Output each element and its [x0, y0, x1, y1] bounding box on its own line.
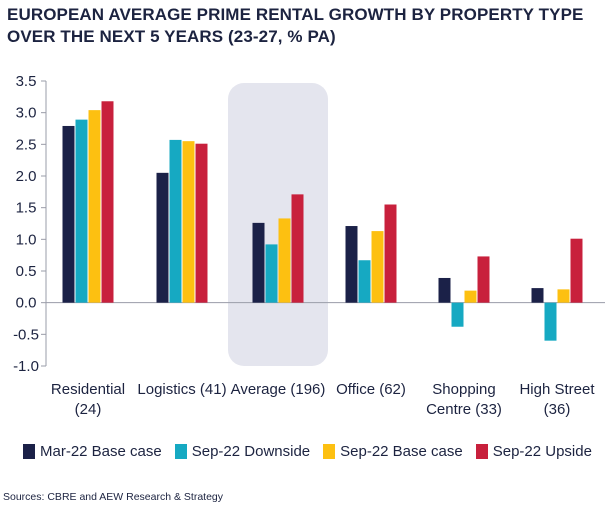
highlight-band	[228, 83, 328, 366]
y-tick-label: 0.5	[16, 263, 37, 280]
bar	[252, 222, 265, 303]
bar	[477, 256, 490, 303]
y-tick-label: 2.5	[16, 136, 37, 153]
bar	[570, 238, 583, 303]
bar	[345, 226, 358, 303]
legend-label-sep22-upside: Sep-22 Upside	[492, 443, 592, 460]
y-tick-label: -0.5	[13, 326, 39, 343]
bar	[358, 260, 371, 303]
bar	[101, 101, 114, 303]
legend-label-sep22-base: Sep-22 Base case	[340, 443, 463, 460]
y-tick-label: -1.0	[13, 358, 39, 375]
chart-title: EUROPEAN AVERAGE PRIME RENTAL GROWTH BY …	[7, 5, 584, 46]
bar	[451, 302, 464, 327]
bar	[371, 231, 384, 303]
x-tick-label: (36)	[544, 401, 571, 418]
y-tick-label: 1.5	[16, 200, 37, 217]
bar	[75, 119, 88, 303]
bar	[156, 172, 169, 303]
y-tick-label: 0.0	[16, 295, 37, 312]
y-tick-label: 2.0	[16, 168, 37, 185]
bar	[182, 141, 195, 303]
bar	[531, 288, 544, 303]
y-tick-label: 1.0	[16, 231, 37, 248]
x-tick-label: Residential	[51, 381, 125, 398]
x-tick-label: Average (196)	[231, 381, 326, 398]
legend-item-mar22-base: Mar-22 Base case	[23, 443, 162, 460]
x-tick-label: High Street	[519, 381, 595, 398]
bar	[544, 302, 557, 341]
bar	[464, 290, 477, 303]
legend-swatch-mar22-base	[23, 444, 35, 459]
legend-label-mar22-base: Mar-22 Base case	[40, 443, 162, 460]
legend-item-sep22-upside: Sep-22 Upside	[475, 443, 592, 460]
x-tick-label: (24)	[75, 401, 102, 418]
x-tick-label: Office (62)	[336, 381, 406, 398]
bar	[195, 143, 208, 303]
bar	[278, 218, 291, 303]
bar	[291, 194, 304, 303]
bar	[265, 244, 278, 303]
legend-item-sep22-downside: Sep-22 Downside	[174, 443, 311, 460]
x-tick-label: Logistics (41)	[137, 381, 226, 398]
legend-swatch-sep22-upside	[475, 444, 488, 459]
y-tick-label: 3.5	[16, 73, 37, 90]
y-tick-label: 3.0	[16, 105, 37, 122]
bar-chart: 3.5 3.0 2.5 2.0 1.5 1.0 0.5 0.0 -0.5 -1.0 Resident…	[13, 73, 605, 418]
source-note: Sources: CBRE and AEW Research & Strateg…	[3, 491, 224, 503]
x-tick-label: Shopping	[432, 381, 495, 398]
x-tick-label: Centre (33)	[426, 401, 502, 418]
bar	[557, 289, 570, 303]
bar	[88, 110, 101, 303]
bar	[384, 204, 397, 303]
chart-legend: Mar-22 Base case Sep-22 Downside Sep-22 …	[23, 443, 605, 460]
legend-swatch-sep22-downside	[174, 444, 187, 459]
legend-label-sep22-downside: Sep-22 Downside	[191, 443, 311, 460]
bar	[438, 277, 451, 303]
legend-item-sep22-base: Sep-22 Base case	[323, 443, 463, 460]
legend-swatch-sep22-base	[323, 444, 336, 459]
bar	[62, 125, 75, 303]
bar	[169, 139, 182, 303]
